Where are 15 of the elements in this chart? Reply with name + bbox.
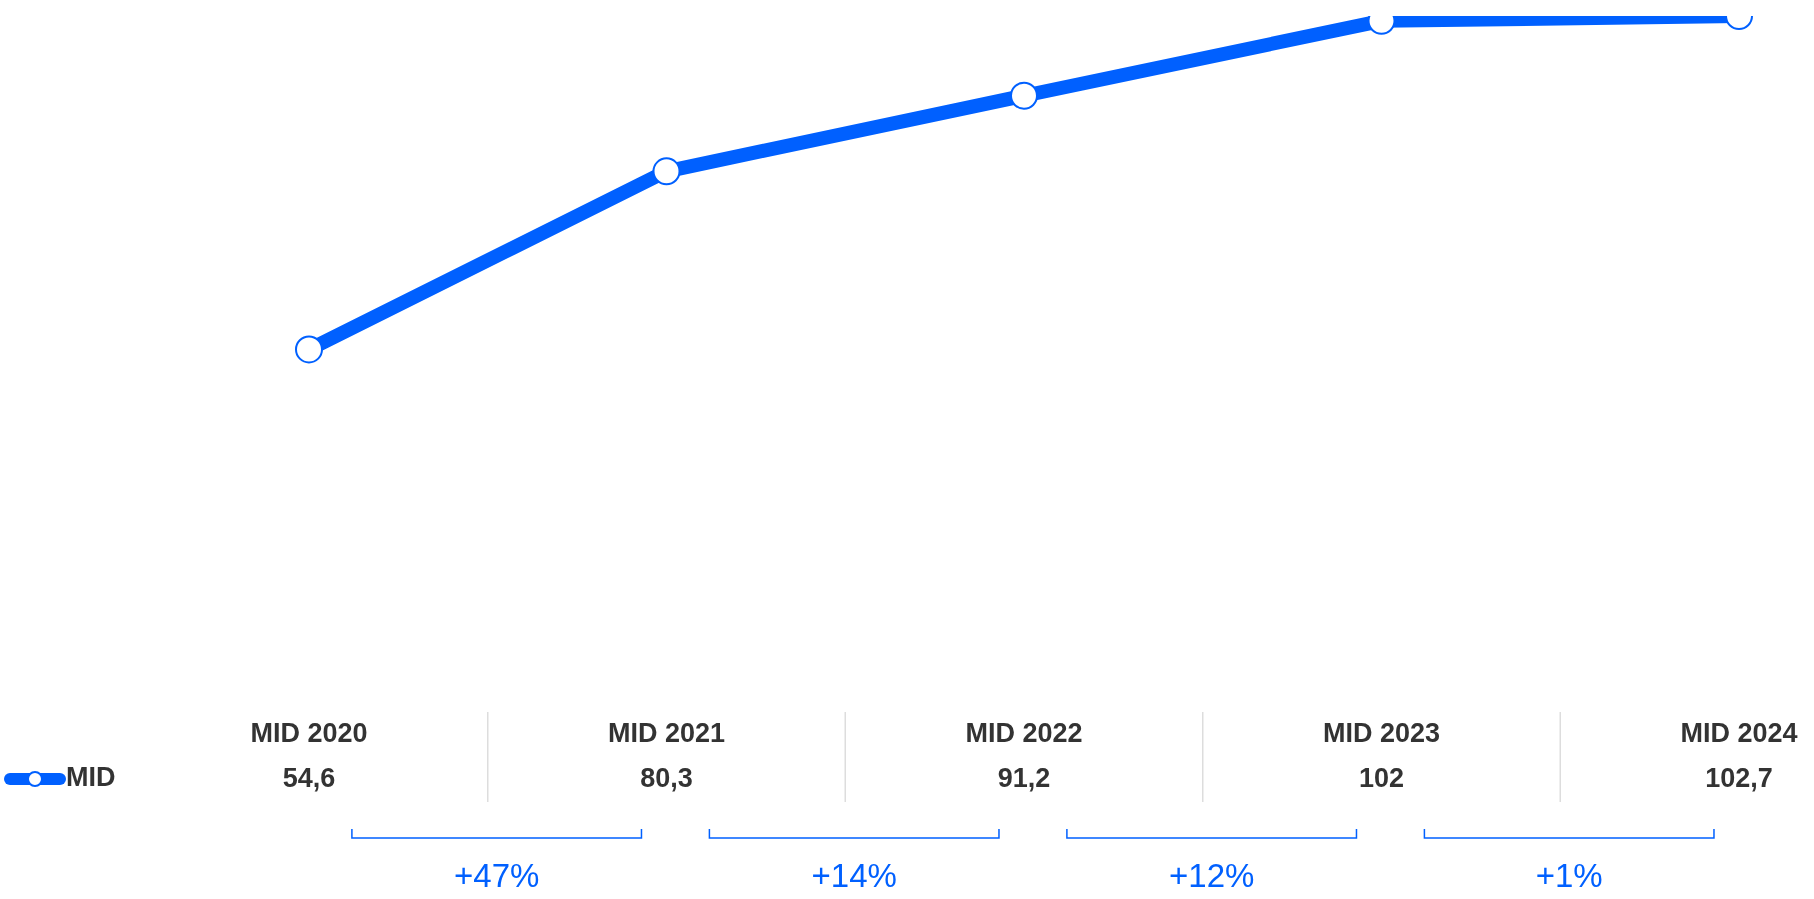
x-tick-label: MID 2020 (250, 718, 368, 749)
text: +47% (454, 857, 540, 895)
x-tick-label: MID 2023 (1322, 718, 1441, 749)
text: +14% (811, 857, 897, 895)
data-label: 102 (1358, 763, 1405, 794)
data-label: 54,6 (282, 763, 336, 794)
x-tick-label: MID 2022 (965, 718, 1083, 749)
x-tick-label: MID 2021 (607, 718, 726, 749)
data-label: 91,2 (997, 763, 1051, 794)
data-label: 80,3 (640, 763, 693, 794)
text: +12% (1169, 857, 1255, 895)
data-label: 102,7 (1705, 763, 1773, 794)
x-tick-label: MID 2024 (1680, 718, 1798, 749)
legend-label: MID (66, 762, 116, 793)
text: +1% (1535, 857, 1603, 895)
